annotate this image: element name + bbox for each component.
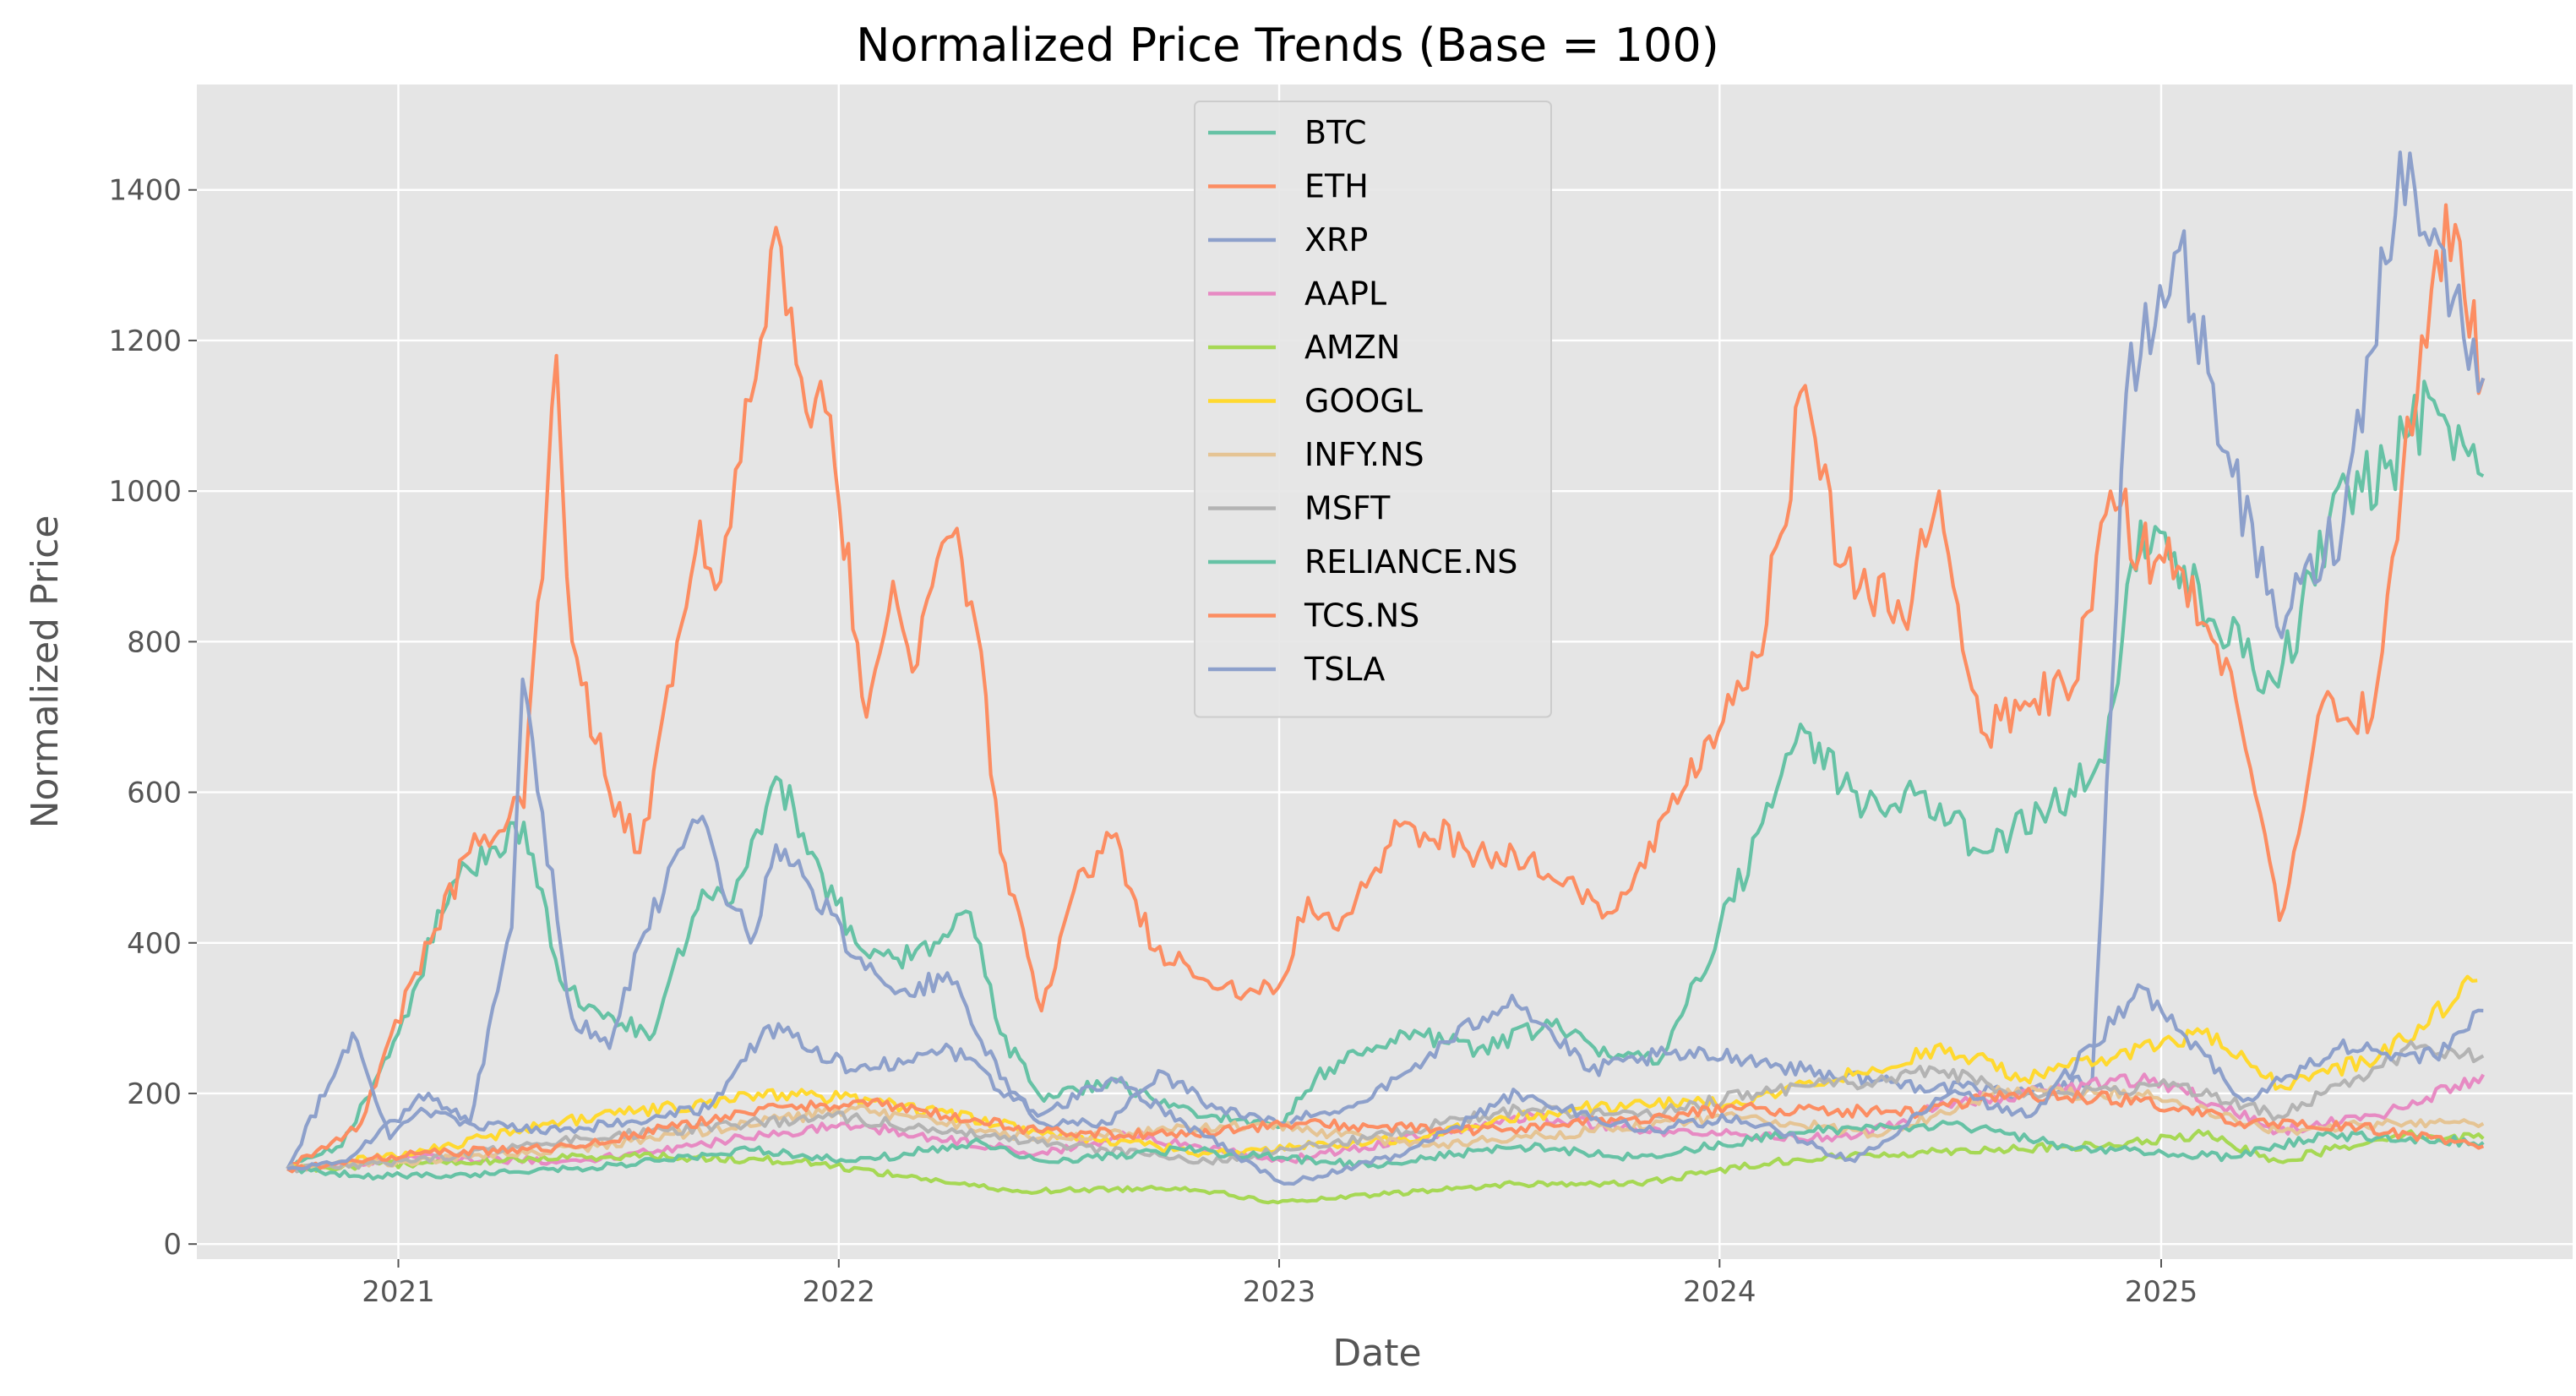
y-axis-ticks: 0 200 400 600 800 1000 1200 1400 [108,174,197,1262]
series-line-reliance-ns [286,1120,2485,1181]
legend: BTC ETH XRP AAPL AMZN GOOGL INFY.NS MSFT RELIANC… [1194,101,1552,718]
y-tick-label: 600 [127,777,182,810]
x-tick-label: 2021 [362,1275,435,1309]
chart-title: Normalized Price Trends (Base = 100) [856,19,1719,72]
legend-entry: GOOGL [1304,383,1423,420]
legend-entry: BTC [1304,114,1367,151]
y-tick-label: 400 [127,927,182,961]
series-line-xrp [286,150,2486,1170]
legend-entry: TSLA [1304,651,1385,688]
y-tick-label: 800 [127,625,182,659]
legend-entry: TCS.NS [1304,597,1419,635]
legend-entry: MSFT [1304,490,1391,527]
x-tick-label: 2023 [1243,1275,1316,1309]
series-line-infy-ns [287,1084,2485,1172]
x-axis-ticks: 2021 2022 2023 2024 2025 [362,1259,2197,1309]
legend-entry: XRP [1304,221,1368,259]
x-tick-label: 2025 [2125,1275,2198,1309]
legend-entry: AAPL [1304,275,1386,313]
legend-entry: ETH [1304,168,1369,205]
y-tick-label: 200 [127,1077,182,1111]
x-axis-label: Date [1332,1332,1421,1375]
y-axis-label: Normalized Price [24,515,67,829]
series-line-tsla [286,983,2484,1186]
legend-entry: INFY.NS [1304,436,1424,473]
series-lines [286,150,2486,1205]
series-line-btc [286,379,2485,1171]
series-line-tcs-ns [286,1087,2485,1174]
y-tick-label: 1200 [108,324,182,358]
x-tick-label: 2022 [803,1275,876,1309]
y-tick-label: 0 [163,1228,182,1262]
legend-box [1194,101,1552,718]
legend-entry: RELIANCE.NS [1304,543,1517,581]
y-tick-label: 1000 [108,475,182,509]
legend-entry: AMZN [1304,329,1400,366]
x-tick-label: 2024 [1683,1275,1756,1309]
series-line-eth [286,203,2486,1170]
y-tick-label: 1400 [108,174,182,208]
